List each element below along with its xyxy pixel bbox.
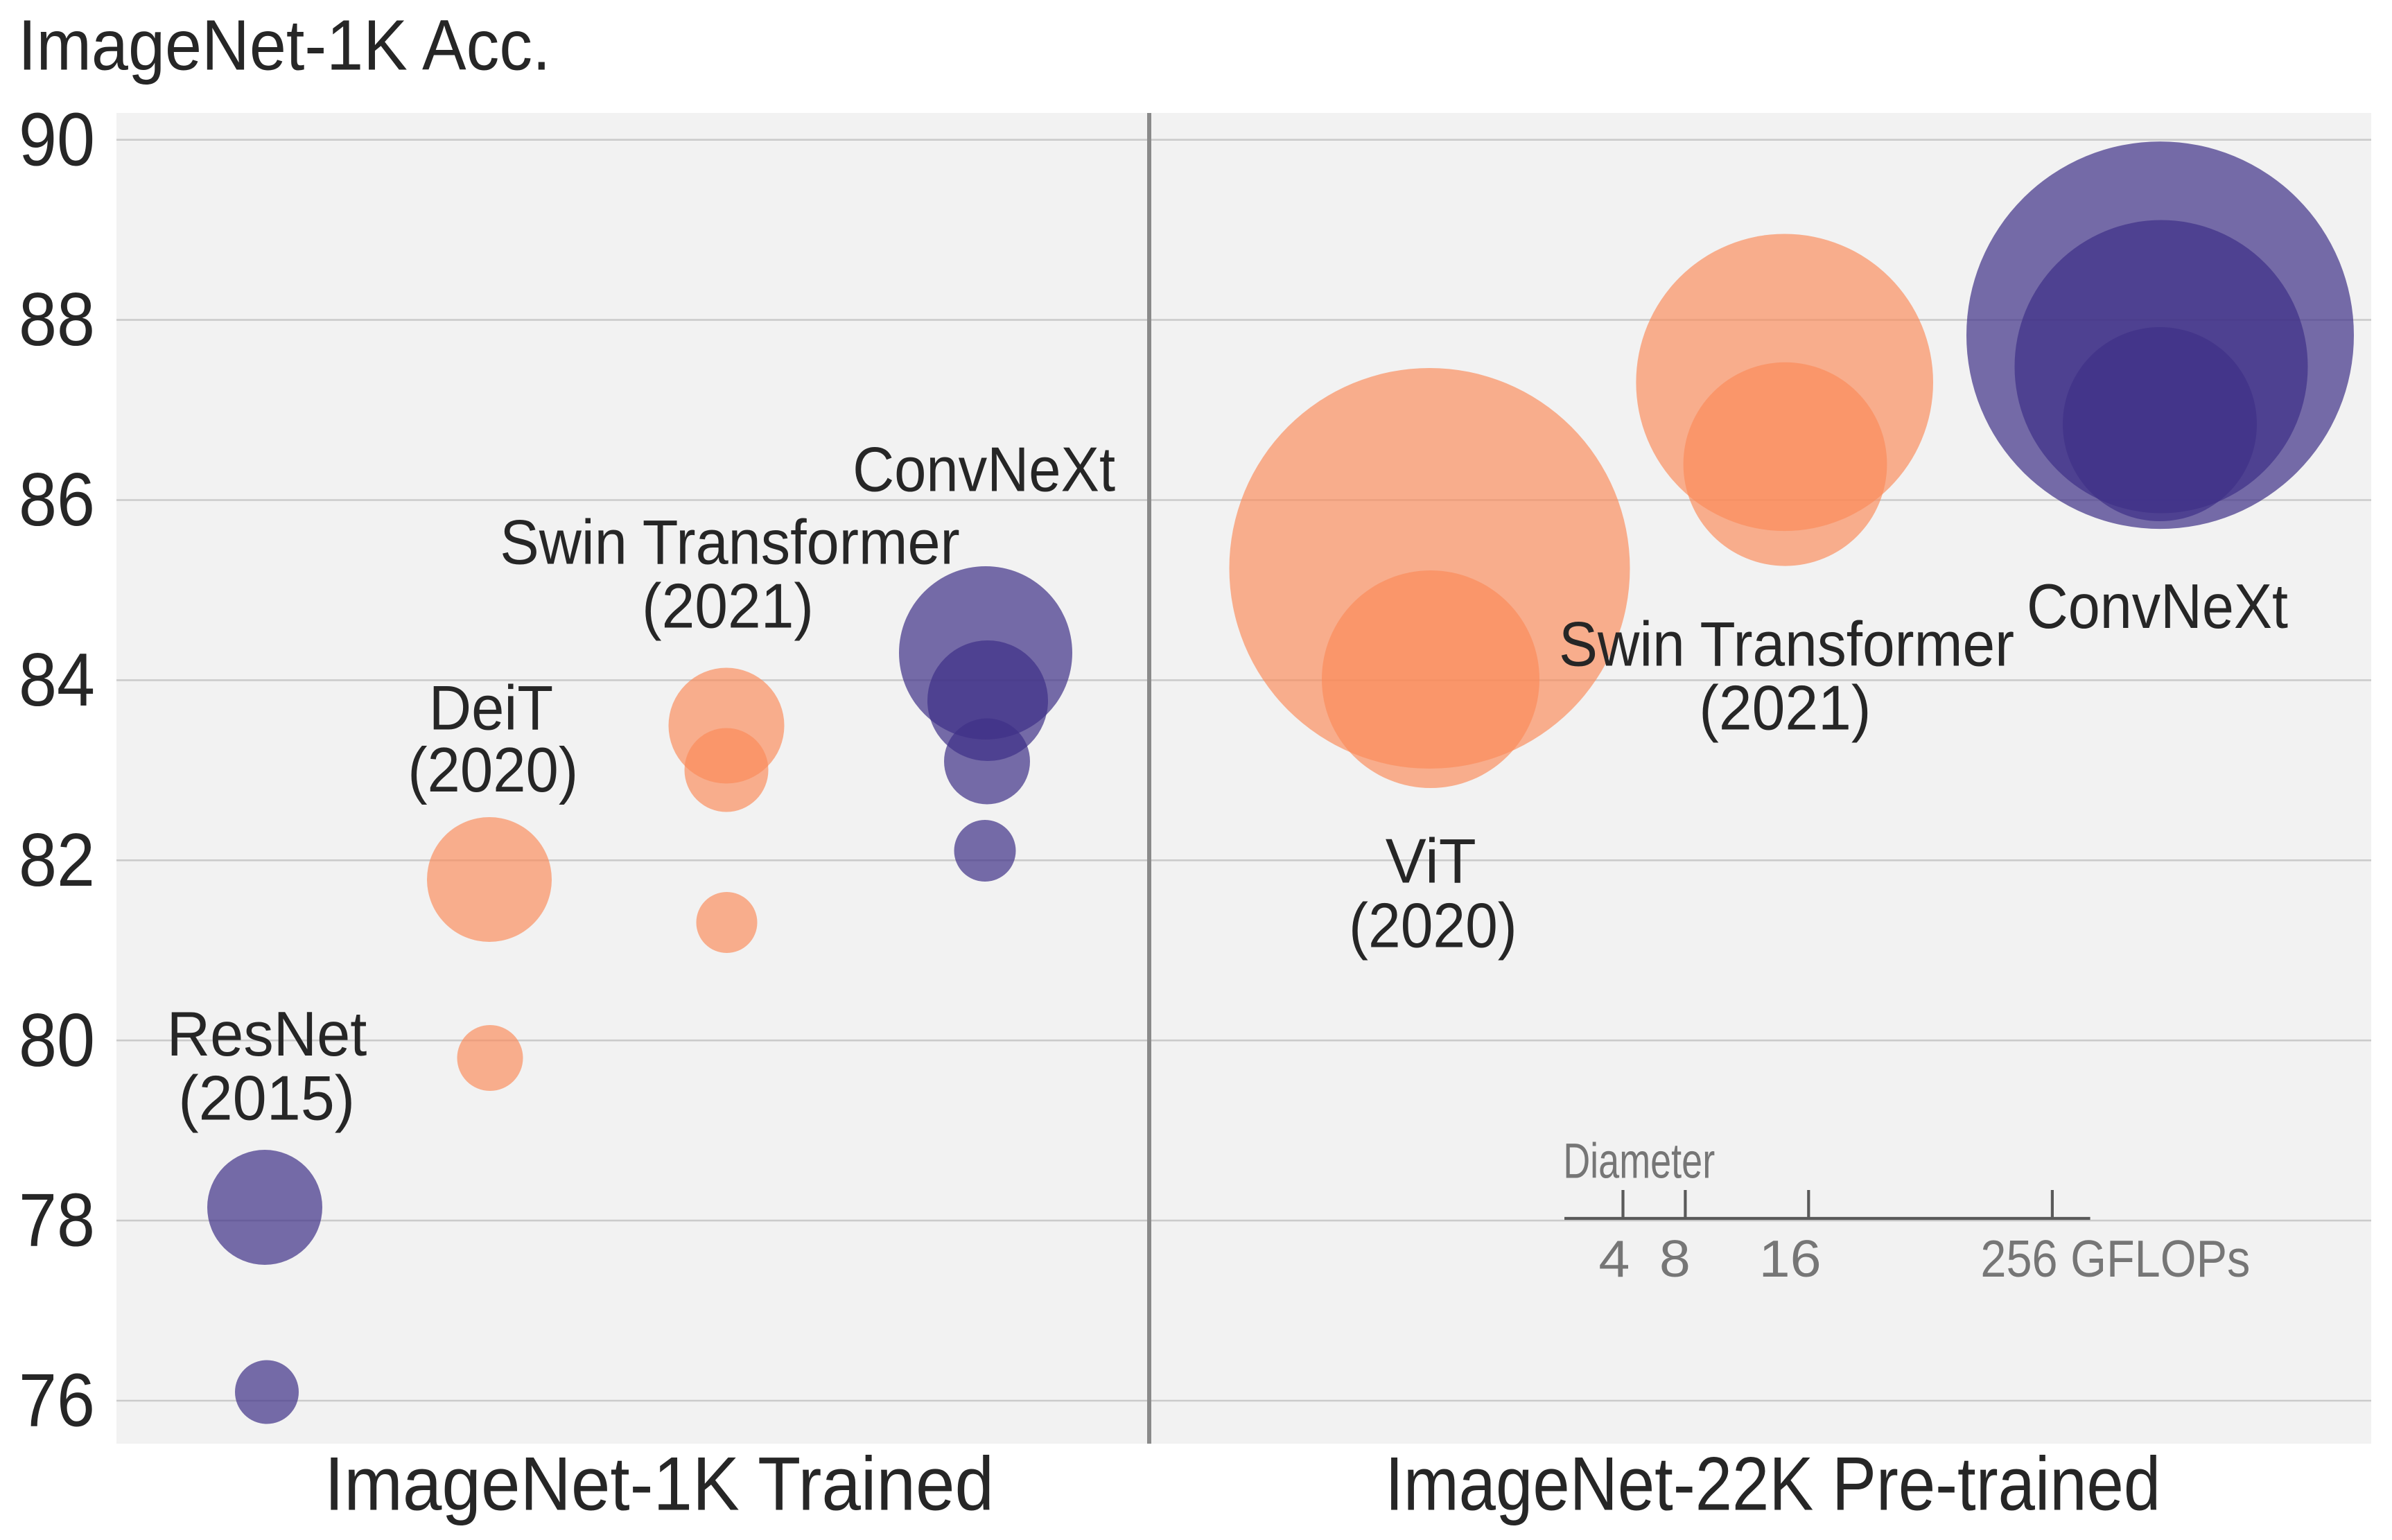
svg-text:ViT: ViT [1386, 826, 1476, 896]
svg-text:ImageNet-22K Pre-trained: ImageNet-22K Pre-trained [1385, 1442, 2160, 1526]
svg-text:ImageNet-1K Acc.: ImageNet-1K Acc. [18, 5, 551, 85]
svg-text:8: 8 [1659, 1230, 1691, 1288]
svg-text:Swin Transformer: Swin Transformer [1559, 609, 2014, 679]
svg-text:ConvNeXt: ConvNeXt [2027, 572, 2288, 642]
svg-text:256 GFLOPs: 256 GFLOPs [1980, 1230, 2250, 1288]
svg-text:ConvNeXt: ConvNeXt [853, 435, 1115, 505]
svg-text:80: 80 [19, 999, 95, 1083]
svg-text:16: 16 [1759, 1230, 1822, 1288]
svg-text:ResNet: ResNet [167, 999, 367, 1069]
svg-text:(2020): (2020) [1349, 891, 1517, 961]
svg-text:88: 88 [19, 278, 95, 362]
svg-text:Diameter: Diameter [1563, 1133, 1715, 1189]
svg-text:(2021): (2021) [1699, 673, 1871, 743]
svg-text:(2020): (2020) [408, 735, 578, 805]
svg-text:(2015): (2015) [178, 1064, 355, 1134]
svg-text:(2021): (2021) [642, 572, 814, 642]
svg-text:90: 90 [19, 98, 95, 182]
svg-text:76: 76 [19, 1359, 95, 1443]
svg-text:82: 82 [19, 819, 95, 902]
svg-text:4: 4 [1598, 1230, 1630, 1288]
svg-text:Swin Transformer: Swin Transformer [500, 508, 960, 578]
svg-text:ImageNet-1K Trained: ImageNet-1K Trained [324, 1442, 994, 1526]
svg-text:86: 86 [19, 458, 95, 542]
svg-text:DeiT: DeiT [429, 674, 554, 744]
svg-text:84: 84 [19, 638, 95, 722]
svg-text:78: 78 [19, 1179, 95, 1263]
